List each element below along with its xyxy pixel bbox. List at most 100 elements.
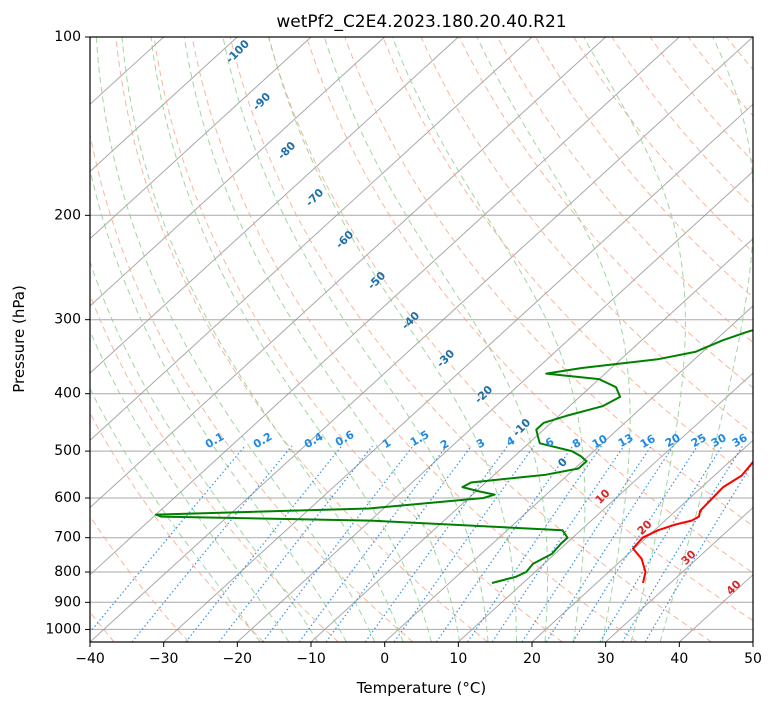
dry-adiabat-label: -90 (250, 90, 273, 113)
x-tick-label: 30 (597, 651, 615, 667)
dry-adiabat-label: -80 (275, 139, 298, 162)
mixing-ratio-label: 16 (638, 432, 658, 451)
dry-adiabat-line (191, 37, 638, 642)
y-tick-label: 900 (54, 594, 81, 610)
dry-adiabat-line (687, 37, 753, 117)
moist-adiabat-line (90, 167, 347, 642)
x-tick-label: −40 (75, 651, 105, 667)
isotherm-line (752, 641, 753, 642)
y-tick-label: 1000 (45, 621, 81, 637)
x-tick-label: 50 (744, 651, 762, 667)
mixing-ratio-line (185, 445, 343, 642)
y-axis-label: Pressure (hPa) (10, 285, 28, 393)
isotherm-line (90, 37, 533, 442)
mixing-ratio-line (599, 445, 723, 642)
mixing-ratio-label: 13 (616, 431, 636, 450)
dry-adiabat-label: 20 (635, 517, 655, 537)
mixing-ratio-label: 0.6 (333, 428, 357, 449)
dry-adiabat-line (649, 37, 753, 163)
mixing-ratio-line (572, 445, 699, 642)
moist-adiabat-line (222, 37, 489, 642)
x-tick-label: 20 (523, 651, 541, 667)
mixing-ratio-line (298, 445, 448, 642)
dry-adiabat-line (268, 37, 753, 622)
chart-title: wetPf2_C2E4.2023.180.20.40.R21 (276, 12, 566, 32)
moist-adiabat-line (476, 37, 631, 642)
dry-adiabat-line (496, 37, 753, 344)
moist-adiabat-line (659, 37, 753, 642)
isotherm-line (90, 37, 238, 173)
mixing-ratio-line (262, 445, 414, 642)
plot-clip-group: 0.1 0.2 0.4 0.6 1 1.5 2 3 4 6 8 10 13 16 20 25 30 36-100-… (90, 37, 775, 642)
dry-adiabat-label: -10 (510, 416, 533, 439)
x-tick-label: −30 (149, 651, 179, 667)
mixing-ratio-label: 30 (709, 431, 729, 450)
moist-adiabat-line (183, 37, 461, 642)
y-tick-label: 800 (54, 564, 81, 580)
moist-adiabat-line (121, 37, 404, 642)
dry-adiabat-line (726, 37, 753, 71)
moist-adiabat-line (323, 37, 549, 642)
mixing-ratio-line (644, 461, 753, 642)
isotherm-line (457, 372, 753, 642)
mixing-ratio-label: 0.4 (302, 430, 326, 451)
dry-adiabat-line (458, 37, 753, 389)
mixing-ratio-label: 0.2 (251, 430, 274, 451)
mixing-ratio-line (521, 445, 652, 642)
mixing-ratio-label: 0.1 (203, 430, 226, 451)
moist-adiabat-line (583, 37, 686, 642)
isotherm-line (531, 439, 753, 642)
dry-adiabat-line (420, 37, 753, 435)
dry-adiabat-line (115, 37, 488, 642)
mixing-ratio-line (131, 445, 293, 642)
y-tick-label: 500 (54, 443, 81, 459)
moist-adiabat-line (90, 329, 290, 642)
mixing-ratio-label: 10 (590, 432, 610, 451)
moist-adiabat-line (90, 260, 319, 642)
isotherm-line (163, 103, 753, 642)
mixing-ratio-line (435, 445, 574, 642)
dry-adiabat-line (306, 37, 753, 574)
dry-adiabat-line (153, 37, 563, 642)
dry-adiabat-label: -70 (303, 186, 326, 209)
dry-adiabat-label: -30 (434, 347, 457, 370)
y-tick-label: 100 (54, 29, 81, 45)
moist-adiabat-line (90, 387, 261, 642)
x-tick-label: 40 (670, 651, 688, 667)
dry-adiabat-label: 40 (724, 577, 744, 597)
x-tick-label: 10 (449, 651, 467, 667)
isotherm-line (605, 506, 753, 642)
isotherm-line (90, 37, 312, 240)
dry-adiabat-line (90, 412, 264, 642)
x-tick-label: 0 (380, 651, 389, 667)
y-tick-label: 700 (54, 530, 81, 546)
isotherm-line (90, 37, 459, 374)
isotherm-line (310, 237, 753, 642)
dry-adiabat-line (573, 37, 753, 253)
mixing-ratio-line (364, 445, 509, 642)
mixing-ratio-line (90, 445, 246, 634)
mixing-ratio-label: 2 (438, 437, 451, 452)
dry-adiabat-line (765, 37, 775, 642)
x-tick-label: −20 (223, 651, 253, 667)
mixing-ratio-label: 1.5 (408, 428, 431, 449)
x-axis-label: Temperature (°C) (356, 679, 486, 697)
isotherm-line (90, 37, 680, 576)
dry-adiabat-line (90, 515, 190, 642)
dry-adiabat-label: -50 (365, 269, 388, 292)
isotherm-line (384, 305, 753, 642)
dry-adiabat-line (229, 37, 712, 642)
dry-adiabat-line (90, 293, 339, 642)
mixing-ratio-label: 20 (663, 431, 683, 450)
y-tick-label: 600 (54, 490, 81, 506)
moist-adiabat-line (268, 37, 517, 642)
dry-adiabat-line (90, 131, 414, 642)
moist-adiabat-line (150, 37, 432, 642)
mixing-ratio-label: 25 (689, 431, 709, 450)
mixing-ratio-line (218, 445, 373, 642)
mixing-ratio-line (491, 445, 625, 642)
y-tick-label: 200 (54, 207, 81, 223)
isotherm-line (90, 37, 753, 642)
